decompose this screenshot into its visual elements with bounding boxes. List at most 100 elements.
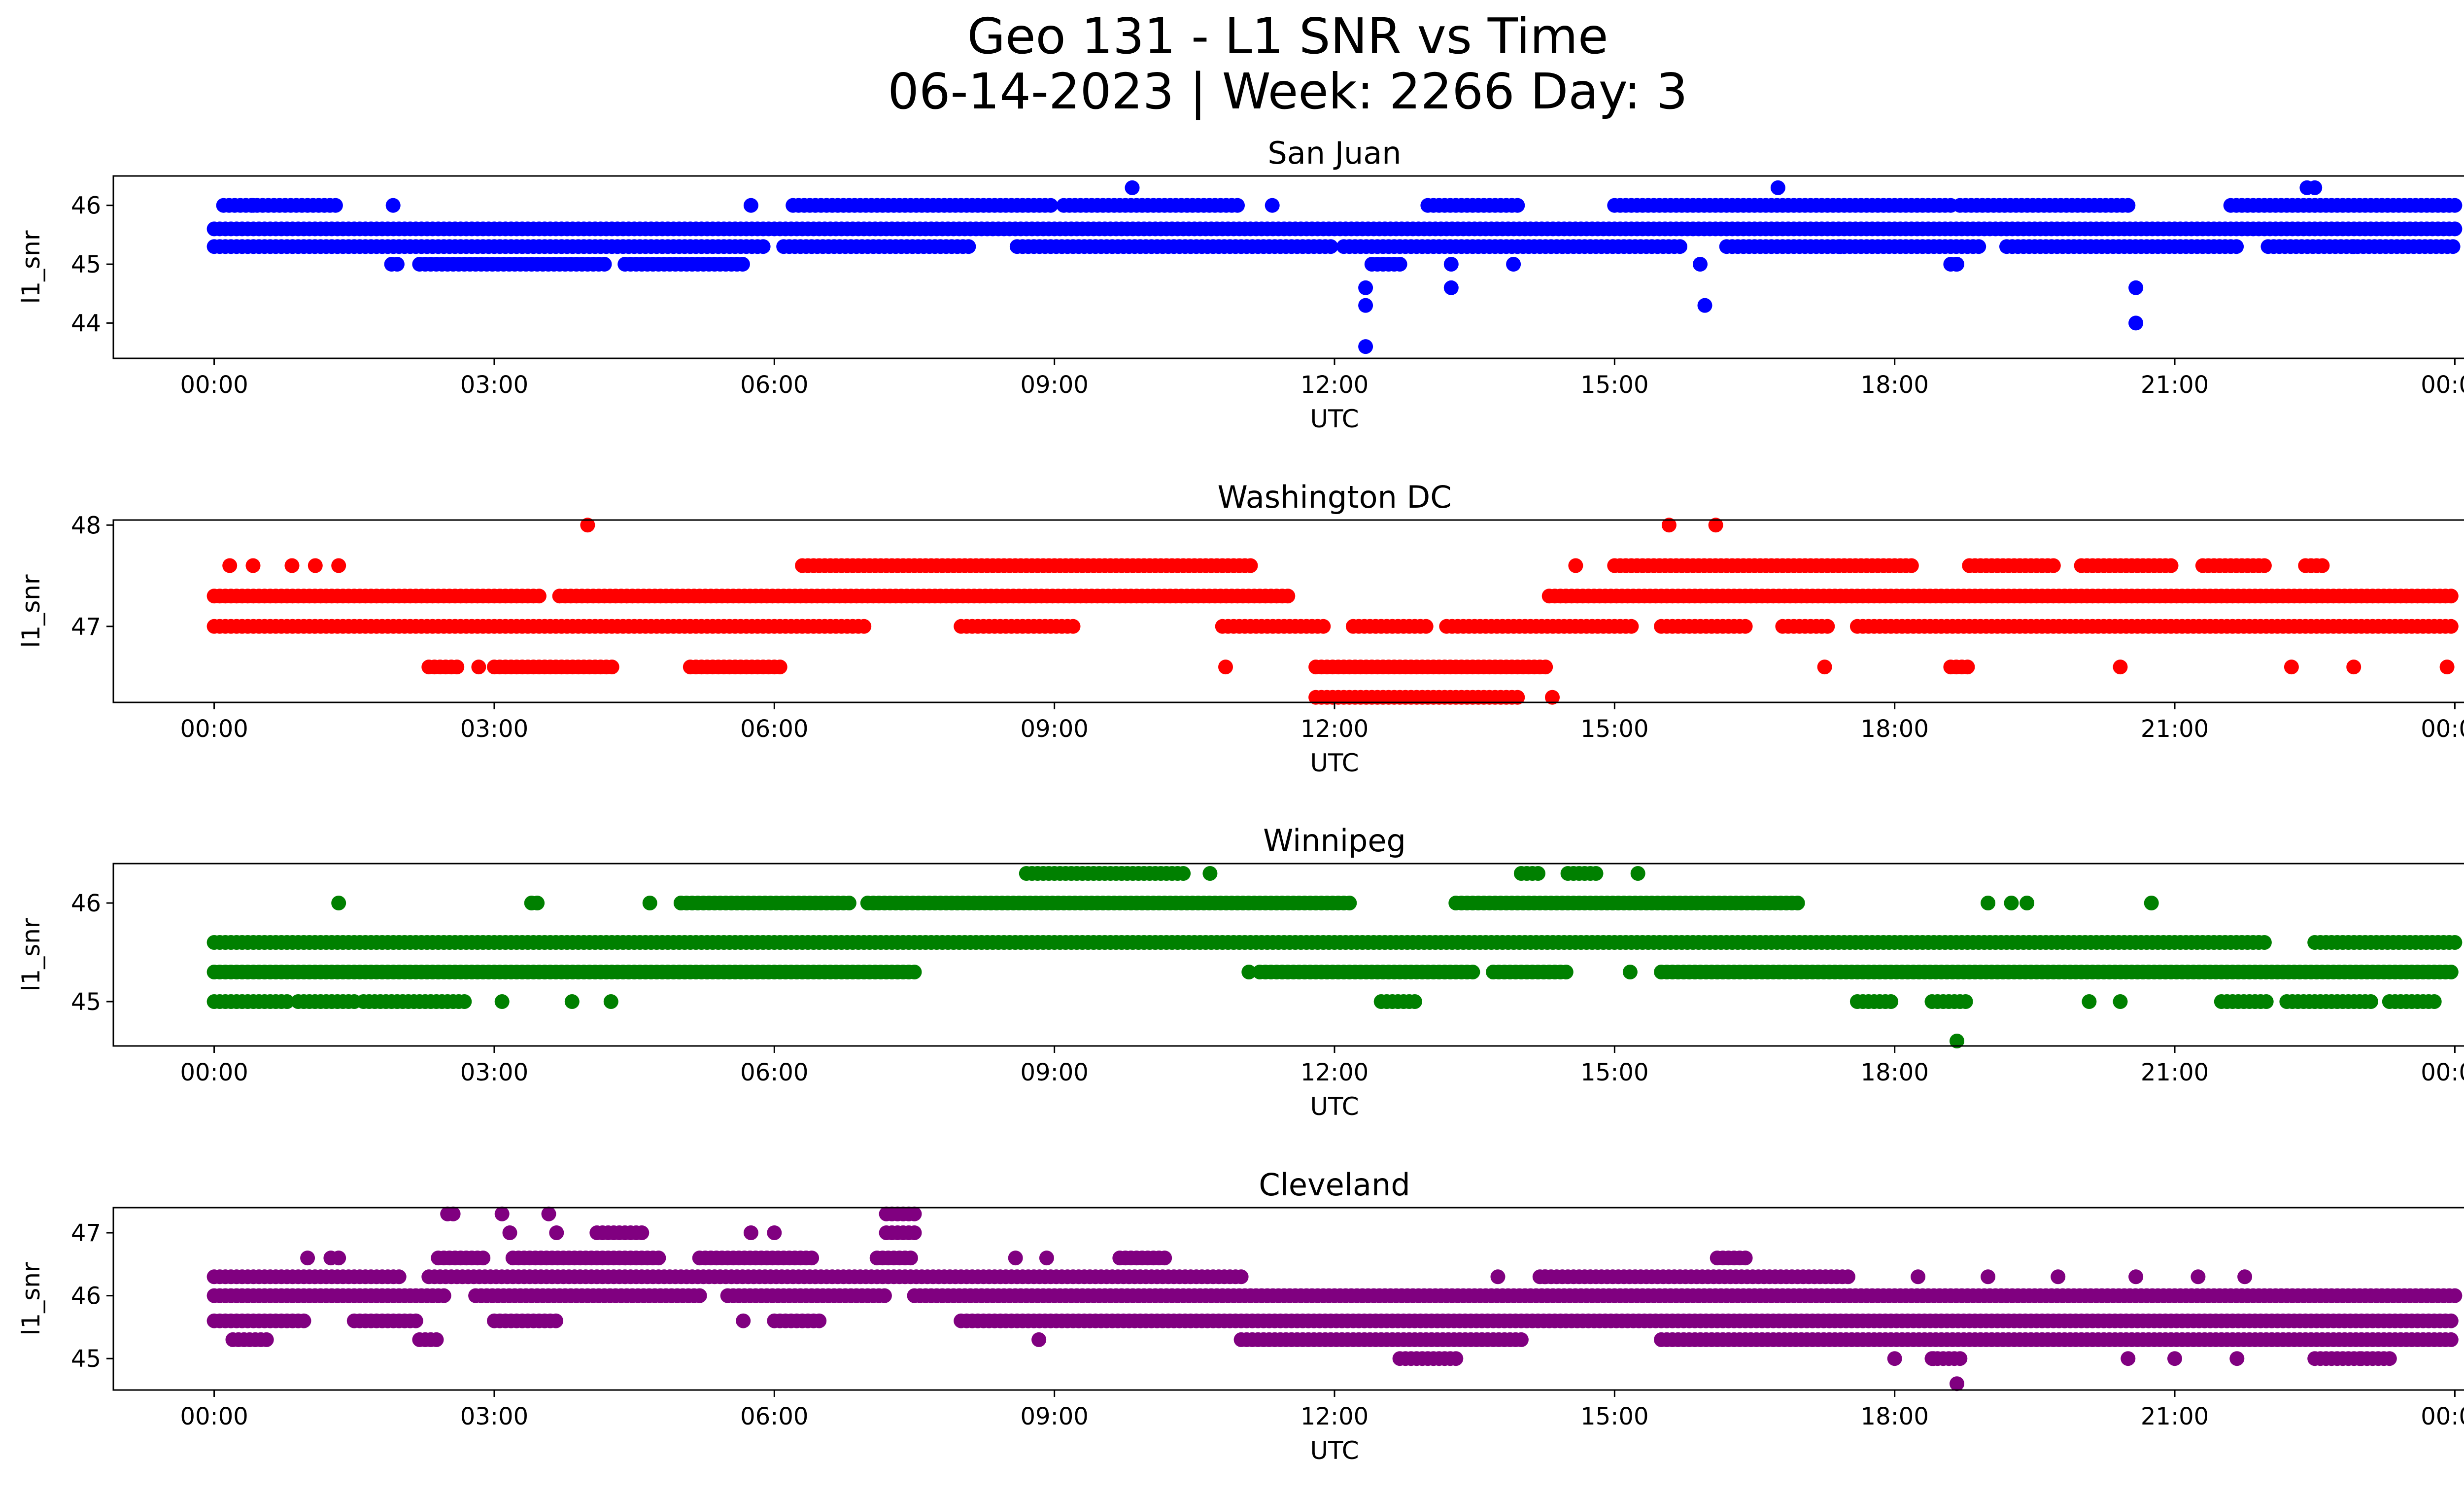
data-point (449, 660, 465, 675)
data-point (673, 896, 688, 910)
x-axis-label: UTC (1310, 749, 1359, 777)
x-axis-label: UTC (1310, 1436, 1359, 1465)
data-point (331, 896, 346, 910)
x-tick-label: 09:00 (1020, 371, 1088, 399)
data-point (743, 1225, 758, 1240)
data-point (2144, 896, 2159, 910)
data-point (1316, 619, 1331, 634)
data-point (222, 558, 238, 573)
x-tick-label: 18:00 (1861, 715, 1929, 743)
data-point (2447, 1288, 2463, 1303)
data-point (2346, 660, 2361, 675)
data-point (2051, 1269, 2066, 1285)
data-point (1233, 1269, 1249, 1285)
data-point (2443, 1332, 2459, 1347)
data-point (2443, 965, 2459, 979)
data-point (804, 1251, 820, 1266)
data-point (1817, 660, 1832, 675)
subplot-title: Cleveland (1259, 1167, 1410, 1203)
data-point (1833, 239, 1848, 254)
x-tick-label: 15:00 (1580, 1059, 1648, 1086)
data-point (471, 660, 486, 675)
x-tick-label: 00:00 (180, 715, 248, 743)
data-point (1708, 518, 1723, 533)
data-point (2113, 660, 2128, 675)
data-point (284, 558, 300, 573)
x-tick-label: 03:00 (460, 1403, 528, 1430)
data-point (2128, 1269, 2144, 1285)
data-point (2443, 1313, 2459, 1328)
data-point (907, 965, 922, 979)
data-point (1841, 1269, 1855, 1285)
data-point (2315, 558, 2330, 573)
data-point (1243, 558, 1258, 573)
x-tick-label: 03:00 (460, 715, 528, 743)
x-tick-label: 18:00 (1861, 1403, 1929, 1430)
data-point (2382, 1351, 2397, 1366)
data-point (755, 239, 771, 254)
data-point (476, 1251, 491, 1266)
data-point (1323, 239, 1338, 254)
data-point (1950, 1376, 1964, 1391)
data-point (1218, 660, 1233, 675)
data-point (2229, 1351, 2245, 1366)
y-axis-label: l1_snr (17, 1262, 45, 1335)
data-point (549, 1225, 564, 1240)
data-point (494, 1206, 510, 1221)
data-point (331, 1251, 346, 1266)
data-point (1588, 866, 1604, 881)
data-point (604, 660, 619, 675)
data-point (502, 1225, 517, 1240)
figure-title-line-1: Geo 131 - L1 SNR vs Time (967, 7, 1608, 65)
data-point (1157, 1251, 1172, 1266)
x-tick-label: 12:00 (1300, 1059, 1369, 1086)
data-point (1008, 1251, 1023, 1266)
data-point (1738, 1251, 1753, 1266)
x-tick-label: 09:00 (1020, 715, 1088, 743)
y-axis-label: l1_snr (17, 918, 45, 991)
data-point (1506, 257, 1521, 272)
x-tick-label: 06:00 (740, 1403, 808, 1430)
x-tick-label: 21:00 (2141, 371, 2209, 399)
x-axis-label: UTC (1310, 1092, 1359, 1121)
x-tick-label: 15:00 (1580, 371, 1648, 399)
data-point (642, 896, 657, 910)
y-axis-label: l1_snr (17, 230, 45, 304)
y-tick-label: 48 (71, 512, 101, 539)
data-point (736, 1313, 751, 1328)
y-tick-label: 46 (71, 1283, 101, 1310)
data-point (1926, 1351, 1941, 1366)
data-point (2046, 558, 2061, 573)
data-point (494, 994, 510, 1009)
data-point (245, 198, 261, 213)
data-point (2128, 315, 2144, 331)
data-point (1883, 994, 1899, 1009)
data-point (1490, 1269, 1506, 1285)
data-point (2257, 558, 2272, 573)
data-point (1911, 1269, 1926, 1285)
data-point (389, 257, 405, 272)
x-tick-label: 15:00 (1580, 715, 1648, 743)
data-point (1558, 965, 1574, 979)
data-point (903, 1251, 918, 1266)
figure-title: Geo 131 - L1 SNR vs Time 06-14-2023 | We… (0, 9, 2464, 119)
data-point (1043, 198, 1059, 213)
data-point (1738, 619, 1753, 634)
data-point (1697, 298, 1712, 313)
data-point (1241, 965, 1257, 979)
data-point (530, 896, 545, 910)
data-point (1230, 198, 1245, 213)
data-point (2229, 239, 2244, 254)
data-point (735, 257, 750, 272)
x-tick-label: 00:00 (2421, 1403, 2464, 1430)
data-point (580, 518, 595, 533)
data-point (429, 1332, 444, 1347)
data-point (1065, 619, 1081, 634)
y-tick-label: 46 (71, 192, 101, 220)
x-tick-label: 21:00 (2141, 1059, 2209, 1086)
data-point (2113, 994, 2128, 1009)
data-point (1630, 866, 1645, 881)
data-point (1280, 589, 1296, 604)
data-point (1538, 660, 1553, 675)
data-point (877, 1288, 892, 1303)
